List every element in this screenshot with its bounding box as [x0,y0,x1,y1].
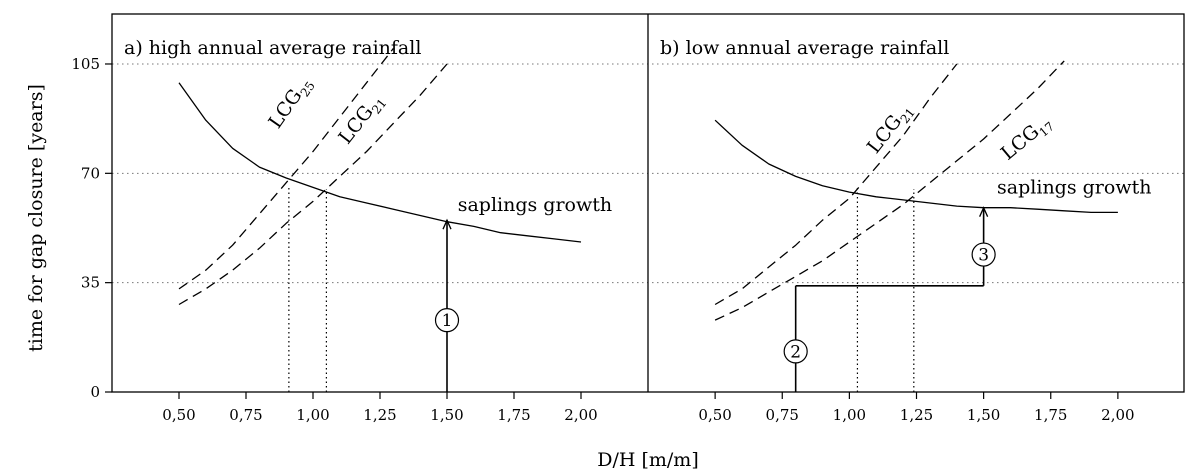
marker-label-3: 3 [978,246,989,266]
panel-a-x-tick-label-1,00: 1,00 [296,406,329,424]
panel-a-lcg25-line [178,47,394,290]
panel-b-x-tick-label-1,75: 1,75 [1034,406,1067,424]
panel-b-lcg17-label-text: LCG17 [997,111,1057,167]
panel-b-saplings-growth-label: saplings growth [997,177,1151,199]
panel-a-x-tick-label-1,75: 1,75 [497,406,530,424]
panel-a-lcg21-label-text: LCG21 [334,89,389,150]
series-lines [178,47,1118,321]
panel-b-x-tick-label-0,75: 0,75 [766,406,799,424]
panel-b-lcg17-line [714,60,1065,321]
y-tick-label-35: 35 [81,274,100,292]
panel-b-saplings-growth-line [714,119,1118,214]
y-axis-title: time for gap closure [years] [25,84,47,352]
panel-a-x-tick-label-1,25: 1,25 [363,406,396,424]
marker-label-1: 1 [442,311,453,331]
panel-b-title: b) low annual average rainfall [660,37,949,59]
panel-b-x-tick-label-1,25: 1,25 [900,406,933,424]
panel-a-saplings-growth-line [178,82,582,243]
panel-b-x-tick-label-2,00: 2,00 [1101,406,1134,424]
marker-circle-3 [971,242,996,267]
panel-a-lcg25-label: LCG25 [264,73,318,135]
panel-a-x-tick-label-0,50: 0,50 [162,406,195,424]
marker-circle-1 [434,308,460,333]
marker-circle-2 [783,339,808,364]
x-axis-title: D/H [m/m] [597,449,699,471]
panel-b-arrow-3-head [979,206,989,217]
panel-b-lcg21-label: LCG21 [863,99,918,160]
panel-b-lcg21-label-text: LCG21 [863,99,918,160]
panel-a-title: a) high annual average rainfall [124,37,421,59]
panel-b-x-tick-label-0,50: 0,50 [698,406,731,424]
y-tick-label-0: 0 [90,383,100,401]
annotations: 1 2 3 [288,185,996,392]
plot-frame [105,13,1185,399]
panel-a-saplings-growth-label: saplings growth [458,194,612,216]
panel-a-lcg21-label: LCG21 [334,89,389,150]
panel-b-lcg17-label: LCG17 [997,111,1057,167]
panel-a-lcg21-line [178,63,448,306]
panel-b-x-tick-label-1,50: 1,50 [967,406,1000,424]
panel-a-x-tick-label-2,00: 2,00 [564,406,597,424]
y-tick-label-105: 105 [71,55,100,73]
panel-b-lcg17-label-main: LCG [997,121,1044,165]
marker-label-2: 2 [790,342,801,362]
y-tick-label-70: 70 [81,164,100,182]
panel-a-arrow-1-head [442,218,452,230]
panel-b-x-tick-label-1,00: 1,00 [833,406,866,424]
labels: 0 35 70 105 0,50 0,75 1,00 1,25 1,50 1,75 2,00 a) h… [71,37,1151,424]
panel-a-x-tick-label-0,75: 0,75 [229,406,262,424]
panel-a-lcg25-label-text: LCG25 [264,73,318,135]
panel-b-lcg21-line [714,63,958,306]
panel-a-x-tick-label-1,50: 1,50 [430,406,463,424]
